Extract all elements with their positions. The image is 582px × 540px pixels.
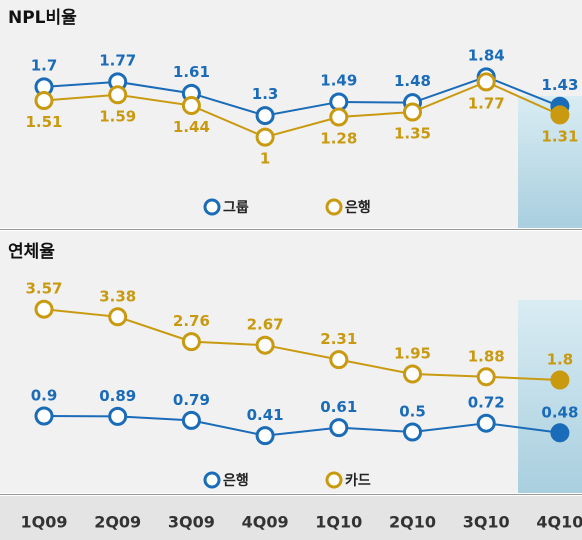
legend-label: 그룹 bbox=[223, 200, 249, 216]
x-tick-label: 3Q10 bbox=[463, 513, 510, 532]
x-tick-label: 4Q09 bbox=[242, 513, 289, 532]
point bbox=[329, 107, 349, 127]
data-label: 2.67 bbox=[247, 316, 284, 334]
data-label: 1.43 bbox=[541, 76, 578, 94]
data-label: 1.8 bbox=[547, 351, 574, 369]
x-tick-label: 4Q10 bbox=[536, 513, 582, 532]
legend-marker bbox=[325, 198, 343, 216]
point bbox=[476, 413, 496, 433]
data-label: 0.48 bbox=[541, 403, 578, 421]
point bbox=[255, 426, 275, 446]
x-tick-label: 2Q10 bbox=[389, 513, 436, 532]
x-tick-label: 2Q09 bbox=[94, 513, 141, 532]
highlight bbox=[518, 96, 582, 228]
data-label: 1.31 bbox=[541, 127, 578, 145]
point bbox=[403, 102, 422, 122]
data-label: 0.79 bbox=[173, 391, 210, 409]
point bbox=[476, 367, 496, 387]
data-label: 0.89 bbox=[99, 387, 136, 405]
series-line bbox=[43, 415, 561, 437]
data-label: 1.61 bbox=[173, 63, 210, 81]
series-line bbox=[43, 80, 561, 139]
data-label: 1.3 bbox=[252, 85, 279, 103]
panel-bg bbox=[0, 231, 582, 493]
point bbox=[255, 335, 275, 355]
legend-label: 은행 bbox=[345, 200, 371, 216]
data-label: 0.41 bbox=[247, 406, 284, 424]
data-label: 1.77 bbox=[468, 94, 505, 112]
point bbox=[255, 106, 275, 126]
point bbox=[108, 307, 128, 327]
data-label: 0.61 bbox=[320, 398, 357, 416]
data-label: 3.38 bbox=[99, 287, 136, 305]
point bbox=[403, 422, 422, 442]
legend-label: 카드 bbox=[345, 473, 371, 489]
chart-title: 연체율 bbox=[8, 242, 55, 262]
chart-title: NPL비율 bbox=[8, 8, 77, 28]
data-label: 2.76 bbox=[173, 312, 210, 330]
data-label: 1.48 bbox=[394, 72, 431, 90]
legend-marker bbox=[325, 471, 343, 489]
data-label: 0.72 bbox=[468, 394, 505, 412]
data-label: 2.31 bbox=[320, 330, 357, 348]
point bbox=[550, 370, 570, 390]
series-line bbox=[43, 75, 561, 117]
point bbox=[329, 350, 349, 370]
x-tick-label: 1Q09 bbox=[21, 513, 68, 532]
data-label: 1.88 bbox=[468, 347, 505, 365]
data-label: 1.28 bbox=[320, 130, 357, 148]
point bbox=[550, 423, 570, 443]
data-label: 0.9 bbox=[31, 387, 58, 405]
data-label: 1.95 bbox=[394, 345, 431, 363]
data-label: 0.5 bbox=[399, 403, 426, 421]
point bbox=[34, 299, 54, 319]
data-label: 1.7 bbox=[31, 56, 58, 74]
data-label: 1.77 bbox=[99, 51, 136, 69]
legend-label: 은행 bbox=[223, 473, 249, 489]
point bbox=[181, 410, 201, 430]
legend-marker bbox=[203, 471, 221, 489]
data-label: 1.44 bbox=[173, 118, 210, 136]
point bbox=[181, 96, 201, 116]
data-label: 1.35 bbox=[394, 125, 431, 143]
point bbox=[34, 406, 54, 426]
point bbox=[550, 105, 570, 125]
point bbox=[476, 72, 496, 92]
series-line bbox=[43, 308, 560, 381]
data-label: 1.84 bbox=[468, 46, 505, 64]
data-label: 1.51 bbox=[25, 113, 62, 131]
data-label: 1.49 bbox=[320, 71, 357, 89]
x-tick-label: 3Q09 bbox=[168, 513, 215, 532]
legend-marker bbox=[203, 198, 221, 216]
point bbox=[108, 406, 128, 426]
data-label: 1.59 bbox=[99, 107, 136, 125]
point bbox=[108, 85, 128, 105]
x-tick-label: 1Q10 bbox=[315, 513, 362, 532]
data-label: 3.57 bbox=[25, 280, 62, 298]
point bbox=[181, 332, 201, 352]
panel-bg bbox=[0, 0, 582, 228]
point bbox=[255, 127, 275, 147]
point bbox=[34, 91, 54, 111]
point bbox=[329, 418, 349, 438]
point bbox=[403, 364, 422, 384]
axis-strip bbox=[0, 496, 582, 540]
highlight bbox=[518, 300, 582, 493]
data-label: 1 bbox=[260, 150, 270, 168]
